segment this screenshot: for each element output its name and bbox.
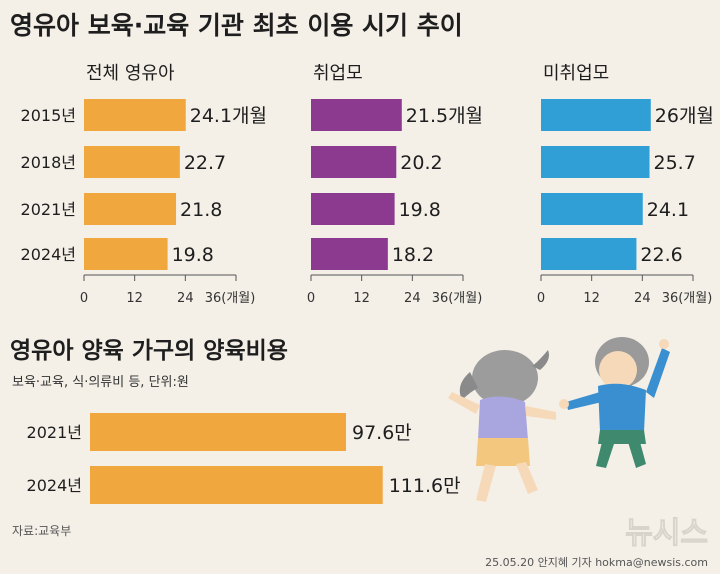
bar xyxy=(84,99,186,131)
panel-childcare-cost: 97.6만 2021년 111.6만 2024년 xyxy=(27,413,461,504)
brand-watermark: 뉴시스 xyxy=(625,516,708,551)
credit-line: 25.05.20 안지혜 기자 hokma@newsis.com xyxy=(485,556,708,569)
x-tick-label: 36(개월) xyxy=(432,291,483,306)
bar-value-label: 25.7 xyxy=(654,152,696,174)
bar-value-label: 97.6만 xyxy=(352,422,412,444)
bar xyxy=(541,238,637,270)
bar xyxy=(541,99,651,131)
bar xyxy=(311,146,397,178)
panel-title: 미취업모 xyxy=(543,63,609,84)
x-tick-label: 36(개월) xyxy=(662,291,713,306)
bar xyxy=(84,238,168,270)
section2-note: 보육·교육, 식·의류비 등, 단위:원 xyxy=(12,375,189,390)
x-tick-label: 0 xyxy=(80,291,88,306)
bar-value-label: 24.1 xyxy=(647,199,689,221)
panel-working-mothers: 취업모 21.5개월 20.2 19.8 18.2 0 12 24 36(개월) xyxy=(307,63,483,306)
category-label: 2021년 xyxy=(21,200,76,219)
category-label: 2024년 xyxy=(21,245,76,264)
boy-figure xyxy=(559,337,670,468)
panel-non-working-mothers: 미취업모 26개월 25.7 24.1 22.6 0 12 24 36(개월) xyxy=(537,63,714,306)
category-label: 2021년 xyxy=(27,423,82,442)
bar xyxy=(311,99,402,131)
bar xyxy=(90,413,346,451)
girl-figure xyxy=(448,350,556,502)
bar xyxy=(90,466,383,504)
bar xyxy=(84,146,180,178)
x-tick-label: 24 xyxy=(404,291,421,306)
category-label: 2018년 xyxy=(21,153,76,172)
bar xyxy=(311,193,395,225)
bar-value-label: 21.5개월 xyxy=(406,105,483,127)
bar xyxy=(311,238,388,270)
x-tick-label: 12 xyxy=(353,291,370,306)
x-tick-label: 12 xyxy=(583,291,600,306)
panel-all-infants: 전체 영유아 24.1개월 2015년 22.7 2018년 21.8 2021년 19.8 2… xyxy=(21,63,267,306)
bar-value-label: 22.7 xyxy=(184,152,226,174)
bar-value-label: 24.1개월 xyxy=(190,105,267,127)
panel-title: 전체 영유아 xyxy=(86,63,175,84)
x-tick-label: 0 xyxy=(307,291,315,306)
children-illustration xyxy=(448,337,670,502)
bar-value-label: 26개월 xyxy=(655,105,714,127)
bar-value-label: 21.8 xyxy=(180,199,222,221)
bar xyxy=(541,193,643,225)
bar-value-label: 19.8 xyxy=(399,199,441,221)
bar-value-label: 19.8 xyxy=(172,244,214,266)
x-tick-label: 12 xyxy=(126,291,143,306)
bar xyxy=(541,146,650,178)
bar-value-label: 18.2 xyxy=(392,244,434,266)
page-title: 영유아 보육·교육 기관 최초 이용 시기 추이 xyxy=(10,11,463,40)
bar-value-label: 20.2 xyxy=(400,152,442,174)
bar-value-label: 111.6만 xyxy=(389,475,461,497)
source-label: 자료:교육부 xyxy=(12,524,71,538)
bar xyxy=(84,193,177,225)
x-tick-label: 0 xyxy=(537,291,545,306)
section2-title: 영유아 양육 가구의 양육비용 xyxy=(10,338,288,364)
x-tick-label: 36(개월) xyxy=(205,291,256,306)
category-label: 2024년 xyxy=(27,476,82,495)
category-label: 2015년 xyxy=(21,106,76,125)
panel-title: 취업모 xyxy=(313,63,363,84)
bar-value-label: 22.6 xyxy=(640,244,682,266)
x-tick-label: 24 xyxy=(177,291,194,306)
x-tick-label: 24 xyxy=(634,291,651,306)
